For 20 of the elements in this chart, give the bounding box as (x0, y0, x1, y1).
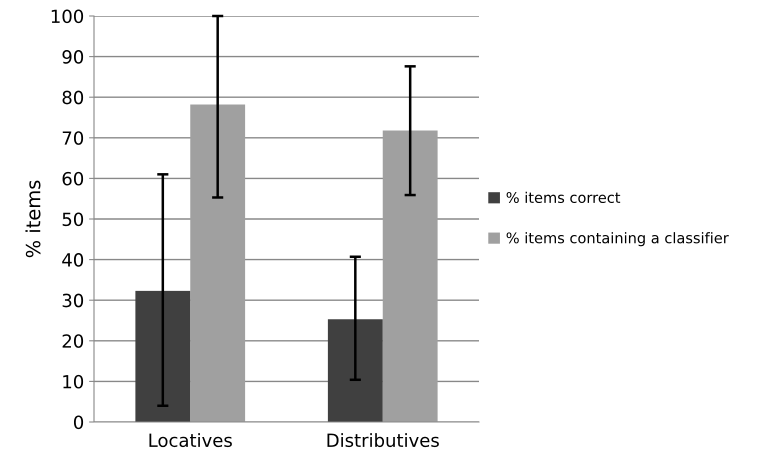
y-tick-label: 80 (62, 90, 84, 104)
x-tick-label: Distributives (328, 433, 439, 448)
bar (135, 290, 190, 422)
bar (190, 104, 246, 422)
legend-label: % items containing a classifier (506, 232, 729, 246)
y-tick-label: 90 (62, 50, 84, 64)
y-axis-title: % items (25, 180, 40, 258)
y-tick-label: 10 (63, 374, 84, 389)
y-tick-label: 40 (62, 253, 84, 267)
y-tick-label: 60 (62, 172, 84, 186)
legend-label: % items correct (506, 192, 620, 204)
bar (382, 130, 438, 422)
x-tick-label: Locatives (149, 433, 232, 448)
y-tick-label: 20 (62, 334, 84, 348)
y-tick-label: 100 (52, 9, 84, 24)
y-tick-label: 0 (74, 415, 84, 430)
bar (328, 319, 383, 422)
y-tick-label: 50 (62, 212, 84, 226)
y-tick-label: 30 (62, 294, 84, 308)
y-tick-label: 70 (62, 131, 84, 145)
